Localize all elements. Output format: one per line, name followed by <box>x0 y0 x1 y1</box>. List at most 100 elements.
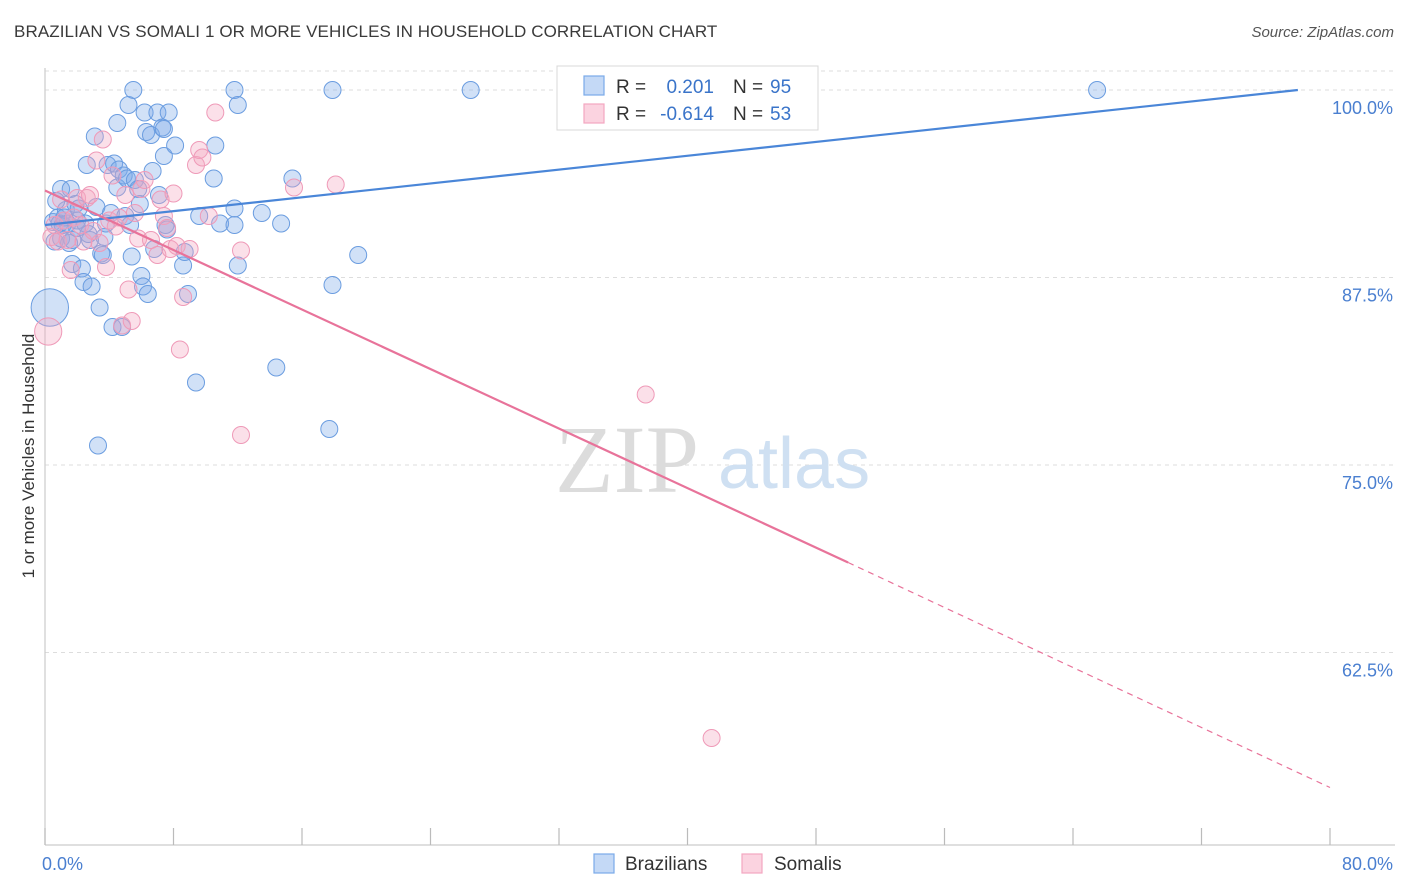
chart-title: BRAZILIAN VS SOMALI 1 OR MORE VEHICLES I… <box>14 22 718 41</box>
legend-n-value-somalis: 53 <box>770 104 791 125</box>
legend-swatch-brazilians <box>593 853 615 874</box>
point-brazilian <box>349 246 368 264</box>
trend-line-brazilians <box>44 88 1298 227</box>
point-somali <box>199 207 218 225</box>
trend-lines <box>44 88 1331 789</box>
point-brazilian <box>267 358 286 377</box>
point-brazilian <box>166 136 185 155</box>
point-brazilian <box>323 276 342 294</box>
point-brazilian <box>211 214 230 233</box>
point-somali <box>164 184 183 203</box>
legend-label-brazilians: Brazilians <box>625 854 707 875</box>
point-brazilian <box>90 298 109 317</box>
point-brazilian <box>93 246 112 264</box>
series-legend: Brazilians Somalis <box>593 853 842 875</box>
point-brazilian <box>82 277 101 296</box>
legend-r-value-brazilians: 0.201 <box>666 77 714 98</box>
point-brazilian <box>174 256 193 275</box>
point-brazilian <box>187 373 205 392</box>
point-brazilian <box>225 199 244 218</box>
point-somali <box>113 316 132 335</box>
point-brazilian <box>320 420 339 438</box>
point-somali <box>87 151 106 170</box>
point-brazilian <box>206 136 225 155</box>
watermark: ZIP atlas <box>555 406 870 513</box>
point-brazilian <box>179 285 197 303</box>
point-brazilian <box>225 81 244 99</box>
point-somali <box>61 261 80 279</box>
point-somali <box>636 385 655 404</box>
point-somali <box>93 130 112 149</box>
point-brazilian <box>138 285 157 303</box>
point-somali <box>52 190 71 209</box>
point-brazilian <box>98 156 117 174</box>
legend-swatch-somalis <box>741 853 763 874</box>
point-brazilian <box>124 81 143 99</box>
watermark-atlas: atlas <box>718 424 870 504</box>
trend-line-somalis <box>44 189 849 564</box>
point-brazilian <box>283 169 302 188</box>
point-brazilian <box>108 114 127 132</box>
point-brazilian <box>159 103 178 122</box>
point-brazilian <box>228 256 247 275</box>
point-brazilian <box>272 214 291 233</box>
point-brazilian <box>60 234 79 252</box>
point-somali <box>232 241 250 260</box>
legend-swatch-somalis <box>583 103 605 124</box>
point-brazilian <box>323 81 342 99</box>
point-brazilian <box>154 120 173 138</box>
legend-r-value-somalis: -0.614 <box>660 104 714 125</box>
legend-n-label: N = <box>733 77 763 98</box>
trend-line-somalis-extrapolated <box>847 561 1331 789</box>
point-brazilian <box>77 156 96 174</box>
x-tick-labels: 0.0% 80.0% <box>42 854 1393 874</box>
x-tick-label: 0.0% <box>42 854 83 874</box>
point-somali <box>174 288 193 306</box>
point-brazilian <box>119 96 138 114</box>
point-somali <box>103 166 122 185</box>
point-brazilian <box>122 247 141 266</box>
y-tick-label: 75.0% <box>1342 473 1393 493</box>
y-tick-label: 62.5% <box>1342 661 1393 681</box>
point-brazilian <box>204 169 223 188</box>
point-brazilian <box>30 288 69 327</box>
y-tick-label: 87.5% <box>1342 286 1393 306</box>
point-somali <box>232 426 250 444</box>
point-somali <box>81 186 99 204</box>
point-somali <box>58 231 77 249</box>
point-brazilian <box>225 216 244 234</box>
legend-n-value-brazilians: 95 <box>770 77 791 98</box>
point-brazilian <box>72 259 91 278</box>
point-somali <box>326 175 345 194</box>
point-somali <box>90 234 109 252</box>
legend-swatch-brazilians <box>583 75 605 96</box>
point-brazilian <box>63 231 82 249</box>
point-somali <box>187 156 205 174</box>
point-brazilian <box>1088 81 1107 99</box>
point-somali <box>158 219 177 237</box>
point-somali <box>135 171 154 189</box>
point-brazilian <box>89 436 107 455</box>
point-brazilian <box>252 204 271 222</box>
point-somali <box>170 340 189 359</box>
point-brazilian <box>228 96 247 114</box>
point-somali <box>702 729 721 747</box>
point-somali <box>125 204 144 222</box>
point-brazilian <box>103 318 122 336</box>
point-brazilian <box>63 255 82 273</box>
point-somali <box>119 280 138 299</box>
point-somali <box>285 178 303 197</box>
y-axis-label: 1 or more Vehicles in Household <box>19 334 38 579</box>
correlation-legend: R = 0.201 N = 95 R = -0.614 N = 53 <box>556 65 819 131</box>
point-brazilian <box>74 273 93 291</box>
y-tick-labels: 100.0% 87.5% 75.0% 62.5% <box>1332 98 1393 681</box>
point-somali <box>193 148 212 167</box>
point-brazilian <box>135 103 154 122</box>
legend-r-label: R = <box>616 104 646 125</box>
point-somali <box>122 312 141 330</box>
point-somali <box>77 189 96 207</box>
legend-r-label: R = <box>616 77 646 98</box>
point-brazilian <box>130 195 149 213</box>
point-brazilian <box>461 81 480 99</box>
